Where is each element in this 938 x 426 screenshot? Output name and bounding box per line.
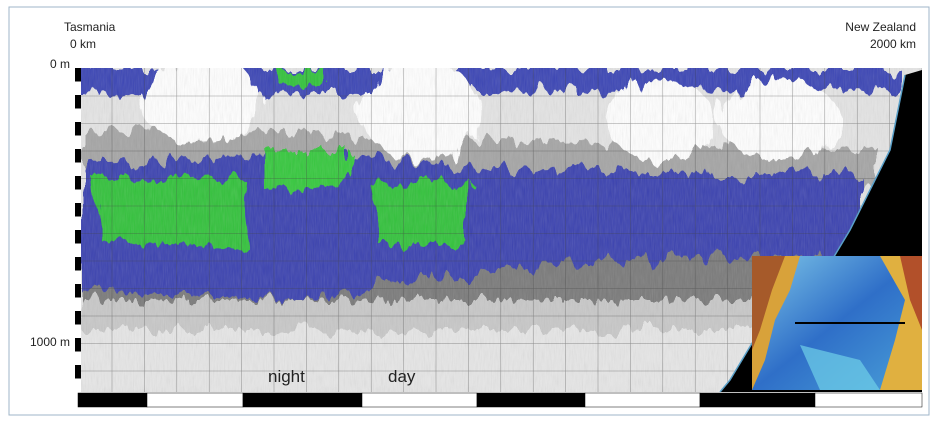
end-distance: 2000 km [870,37,916,51]
depth-label: 0 m [50,57,70,71]
depth-tick [75,298,81,312]
depth-tick [75,68,81,82]
depth-tick [75,163,81,177]
depth-tick [75,284,81,298]
depth-tick [75,230,81,244]
echogram-figure: Tasmania 0 km New Zealand 2000 km 0 m 10… [0,0,938,421]
depth-tick [75,379,81,393]
inset-map [752,256,922,390]
depth-tick [75,325,81,339]
depth-scale [75,68,81,392]
depth-tick [75,244,81,258]
depth-tick [75,82,81,96]
depth-tick [75,365,81,379]
depth-tick [75,203,81,217]
period-label: night [268,367,305,386]
depth-tick [75,311,81,325]
origin-distance: 0 km [70,37,96,51]
time-segment [700,393,815,407]
time-segment [815,393,922,407]
depth-tick [75,257,81,271]
depth-tick [75,149,81,163]
depth-tick [75,136,81,150]
depth-tick [75,338,81,352]
time-segment [362,393,477,407]
time-bar [78,393,922,407]
end-place: New Zealand [845,20,916,34]
depth-tick [75,271,81,285]
time-segment [477,393,585,407]
depth-tick [75,95,81,109]
period-label: day [388,367,416,386]
depth-tick [75,352,81,366]
origin-place: Tasmania [64,20,116,34]
depth-tick [75,109,81,123]
time-segment [147,393,243,407]
depth-label: 1000 m [30,335,70,349]
depth-tick [75,217,81,231]
time-segment [243,393,362,407]
depth-tick [75,176,81,190]
depth-tick [75,122,81,136]
time-segment [78,393,147,407]
time-segment [585,393,700,407]
depth-tick [75,190,81,204]
